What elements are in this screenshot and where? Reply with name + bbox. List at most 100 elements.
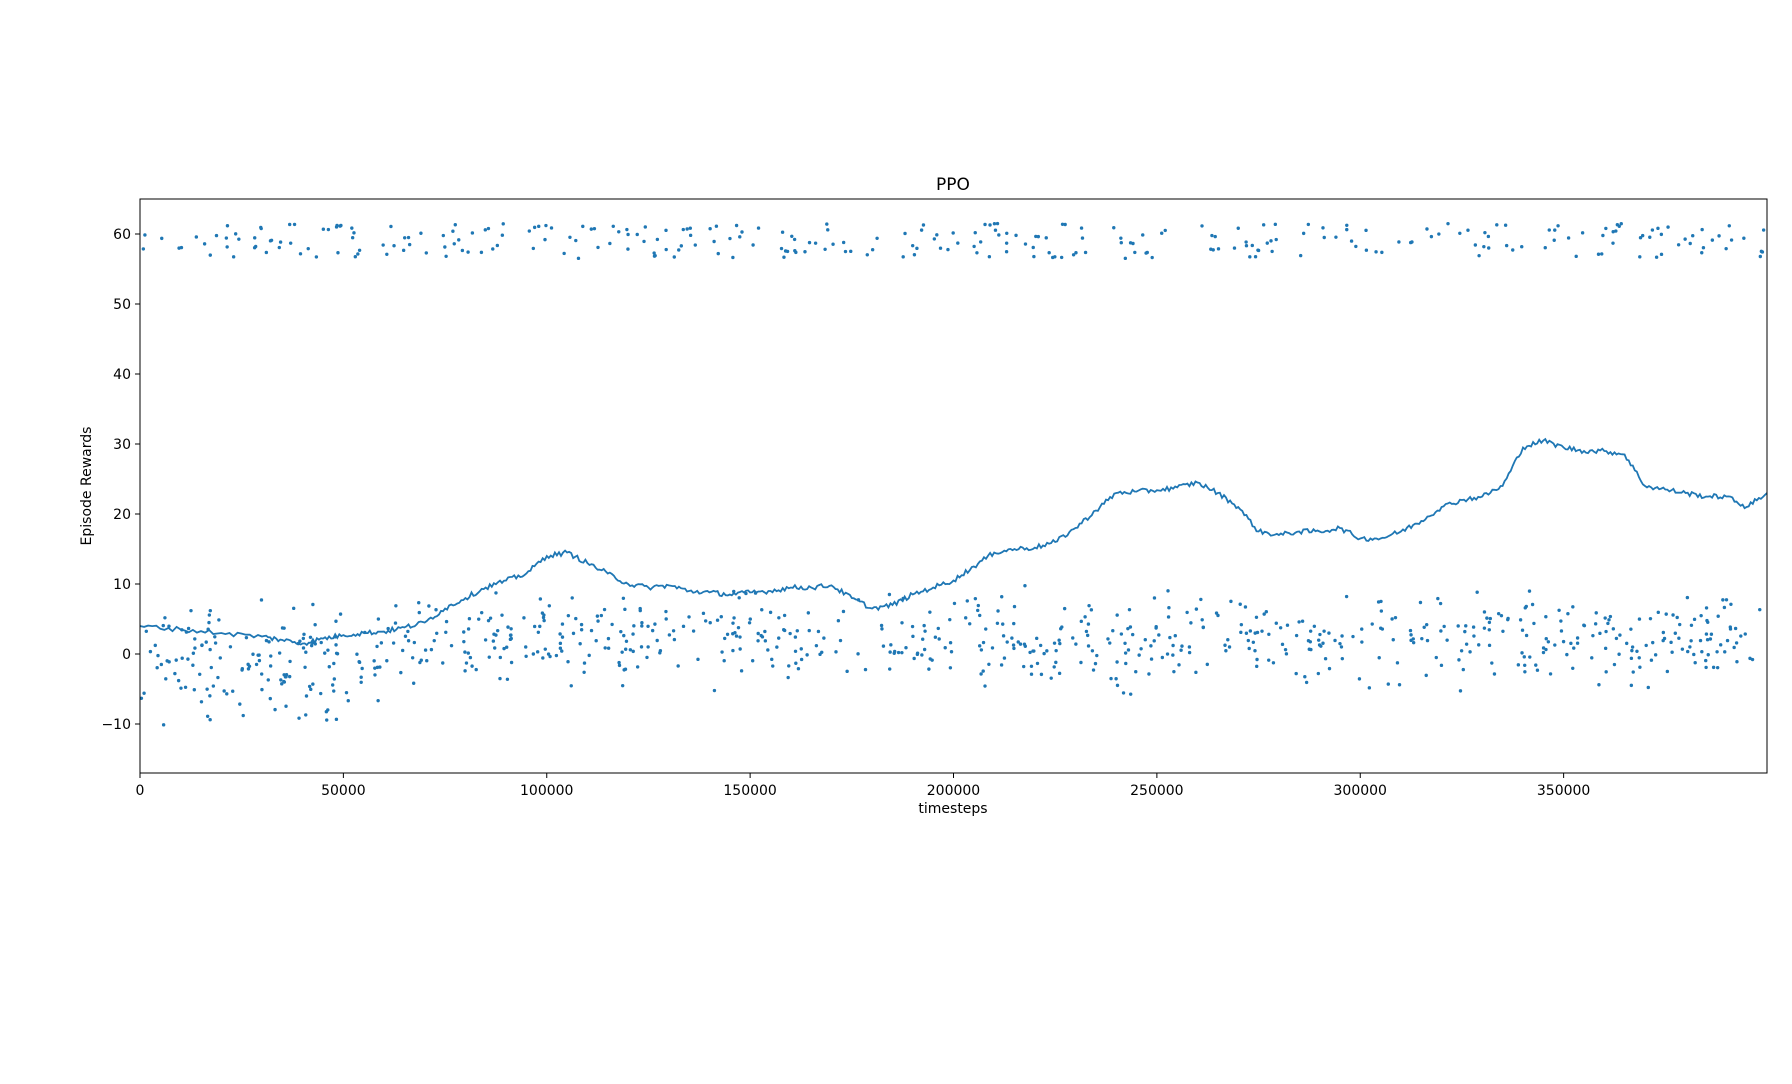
scatter-point	[722, 659, 726, 663]
scatter-point	[307, 684, 312, 689]
scatter-point	[978, 240, 983, 244]
scatter-point	[1123, 651, 1128, 655]
scatter-point	[1035, 636, 1039, 641]
scatter-point	[879, 623, 884, 628]
scatter-point	[912, 656, 916, 661]
scatter-point	[419, 231, 423, 235]
scatter-point	[1031, 649, 1035, 653]
scatter-point	[264, 638, 269, 643]
x-tick-label: 50000	[321, 783, 366, 799]
scatter-point	[1646, 685, 1650, 690]
scatter-point	[1189, 621, 1193, 625]
scatter-point	[1715, 650, 1719, 654]
scatter-point	[716, 251, 720, 256]
scatter-point	[1594, 611, 1598, 615]
scatter-point	[486, 618, 491, 623]
scatter-point	[1187, 650, 1192, 655]
scatter-point	[983, 684, 987, 688]
scatter-point	[1716, 614, 1720, 618]
scatter-point	[574, 238, 578, 243]
scatter-point	[1106, 637, 1110, 641]
scatter-point	[192, 688, 197, 692]
scatter-point	[1523, 670, 1527, 674]
scatter-point	[794, 661, 798, 665]
scatter-point	[1079, 226, 1084, 230]
scatter-point	[587, 653, 591, 658]
scatter-point	[1759, 249, 1764, 254]
scatter-point	[1593, 622, 1598, 626]
scatter-point	[350, 235, 355, 240]
scatter-point	[623, 607, 627, 612]
scatter-point	[1446, 221, 1450, 226]
scatter-point	[1618, 633, 1622, 637]
scatter-point	[1629, 683, 1634, 688]
y-tick-label: 20	[113, 507, 131, 523]
scatter-point	[1306, 639, 1311, 643]
scatter-point	[820, 650, 824, 654]
scatter-point	[1128, 625, 1133, 629]
scatter-point	[1166, 615, 1171, 619]
scatter-point	[1001, 634, 1006, 638]
scatter-point	[736, 625, 741, 630]
scatter-point	[1506, 616, 1510, 621]
scatter-point	[1011, 643, 1016, 647]
scatter-point	[1418, 600, 1423, 605]
scatter-point	[1748, 656, 1752, 661]
scatter-point	[1504, 243, 1509, 248]
scatter-point	[1284, 652, 1289, 656]
scatter-point	[620, 650, 624, 654]
scatter-point	[1238, 602, 1242, 606]
scatter-point	[836, 619, 841, 623]
scatter-point	[1297, 620, 1301, 624]
scatter-point	[451, 229, 455, 233]
scatter-point	[266, 678, 270, 682]
y-tick-label: 0	[122, 647, 131, 663]
scatter-point	[1029, 664, 1034, 668]
scatter-point	[393, 621, 398, 625]
scatter-point	[1301, 231, 1306, 236]
scatter-point	[1318, 632, 1322, 637]
scatter-point	[1727, 224, 1731, 228]
scatter-point	[283, 675, 288, 679]
scatter-point	[1045, 649, 1049, 653]
scatter-point	[1380, 627, 1385, 631]
scatter-point	[213, 635, 217, 639]
scatter-point	[268, 696, 272, 701]
scatter-point	[352, 231, 356, 235]
scatter-point	[452, 242, 456, 246]
scatter-point	[652, 254, 657, 258]
scatter-point	[1535, 668, 1540, 672]
scatter-point	[1614, 229, 1618, 233]
scatter-point	[179, 245, 184, 250]
scatter-point	[677, 248, 681, 252]
scatter-point	[1139, 647, 1143, 651]
scatter-point	[1038, 643, 1043, 648]
scatter-point	[1239, 630, 1243, 635]
scatter-point	[696, 657, 700, 662]
scatter-point	[708, 621, 712, 625]
scatter-point	[728, 236, 732, 241]
scatter-point	[981, 669, 985, 673]
scatter-point	[205, 687, 209, 691]
y-tick-label: 50	[113, 297, 131, 313]
scatter-point	[228, 645, 233, 649]
scatter-point	[498, 676, 502, 681]
scatter-point	[1002, 656, 1007, 660]
scatter-point	[524, 645, 528, 649]
scatter-point	[1503, 223, 1508, 227]
scatter-point	[282, 680, 287, 684]
scatter-point	[487, 655, 491, 659]
scatter-point	[1000, 595, 1004, 599]
scatter-point	[948, 641, 953, 645]
scatter-point	[968, 622, 972, 626]
scatter-point	[1395, 661, 1400, 665]
scatter-point	[987, 662, 991, 667]
scatter-point	[623, 647, 628, 651]
scatter-point	[1601, 233, 1605, 238]
scatter-point	[304, 713, 308, 717]
scatter-point	[1635, 649, 1639, 653]
scatter-point	[948, 666, 953, 670]
scatter-point	[1166, 589, 1170, 593]
scatter-point	[509, 660, 514, 665]
scatter-point	[1018, 642, 1023, 646]
